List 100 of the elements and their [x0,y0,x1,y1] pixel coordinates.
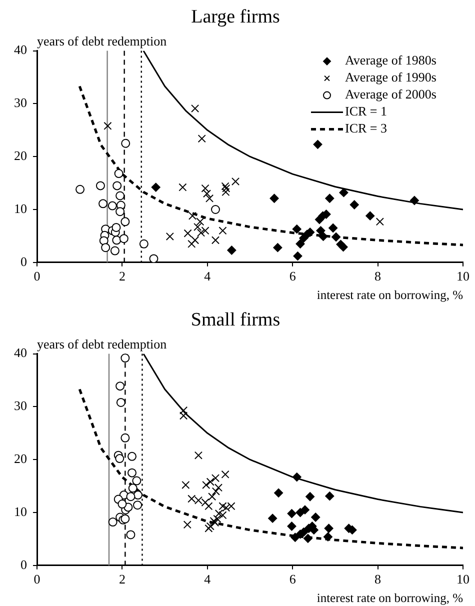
chart-title: Large firms [191,6,280,28]
legend-label: Average of 2000s [345,86,436,102]
point [204,502,213,510]
point [221,470,230,478]
point [325,194,334,203]
point [218,226,227,235]
point [339,188,348,198]
y-tick-label: 10 [14,200,27,216]
point [188,212,197,220]
point [119,234,128,244]
point [270,194,279,203]
point [274,488,284,498]
point [206,522,214,530]
point [410,196,419,206]
point [376,218,384,226]
point [196,228,206,237]
point [191,236,200,244]
point [201,226,210,235]
point [188,494,196,503]
x-tick-label: 6 [289,572,296,587]
point [316,226,326,236]
y-tick-label: 30 [14,95,27,110]
point [311,512,320,522]
point [188,240,196,248]
legend-label: Average of 1980s [345,52,436,68]
y-tick-label: 40 [14,42,27,58]
point [313,140,322,149]
x-tick-label: 10 [456,572,470,587]
y-tick-label: 10 [14,504,27,519]
point [210,516,218,525]
x-tick-label: 2 [118,572,126,587]
x-tick-label: 8 [374,572,382,587]
point [112,181,122,190]
point [112,236,122,245]
point [292,472,302,482]
point [290,532,300,542]
point [121,138,130,148]
point [303,534,312,543]
point [268,514,278,523]
point [292,224,302,234]
point [116,382,125,391]
y-tick-label: 40 [14,345,27,360]
point [96,181,105,190]
chart-title: Small firms [190,309,280,330]
point [211,518,220,527]
point [204,524,213,532]
x-tick-label: 0 [34,572,40,587]
point [202,480,210,490]
point [120,433,130,442]
point [350,200,359,210]
point [208,492,216,501]
point [210,205,220,214]
point [128,452,136,461]
point [126,492,136,502]
point [108,518,118,527]
point [227,246,236,255]
y-tick-label: 20 [14,148,27,164]
point [191,104,200,112]
point [287,522,296,531]
point [178,183,187,192]
point [194,451,202,460]
point [182,480,190,490]
point [115,454,124,464]
x-axis-title: interest rate on borrowing, % [316,590,463,605]
point [287,509,296,518]
point [101,243,110,252]
point [211,474,220,482]
y-tick-label: 0 [20,556,27,572]
legend-label: ICR = 3 [345,120,388,136]
point [112,222,121,232]
x-tick-label: 8 [374,268,382,284]
point [318,232,328,241]
point [306,492,315,502]
point [211,236,220,244]
point [139,239,148,248]
point [222,184,230,192]
point [118,500,127,509]
point [76,184,85,194]
point [296,239,305,248]
x-tick-label: 2 [118,268,126,284]
point [116,207,125,216]
point [120,217,130,226]
x-tick-label: 0 [34,268,40,284]
point [332,232,341,242]
y-tick-label: 20 [14,451,27,466]
point [120,354,130,363]
x-tick-label: 4 [204,572,212,587]
point [116,398,126,407]
point [104,122,112,130]
point [110,246,120,256]
point [324,524,334,533]
point [126,530,136,540]
point [149,254,158,262]
point [114,169,124,178]
point [132,476,142,486]
point [198,134,206,143]
point [293,252,302,261]
point [194,496,202,504]
point [212,487,220,496]
point [205,194,214,202]
